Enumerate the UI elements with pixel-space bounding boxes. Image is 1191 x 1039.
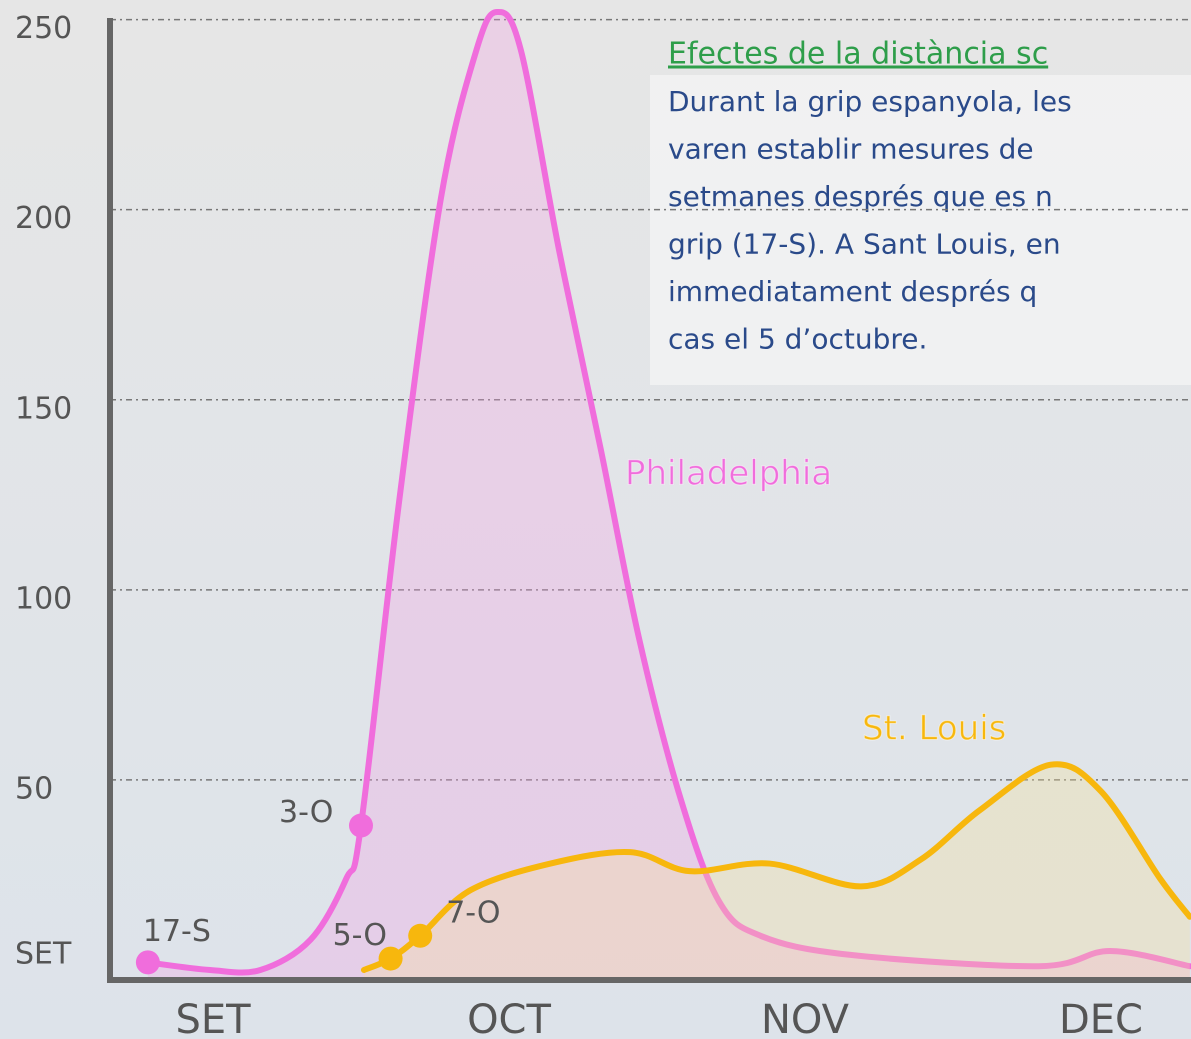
annotation-marker <box>408 923 433 948</box>
x-tick-label: NOV <box>761 997 850 1039</box>
series-area <box>363 764 1190 980</box>
y-tick-label: 150 <box>15 391 72 426</box>
y-tick-label: 200 <box>15 201 72 236</box>
x-tick-label: SET <box>175 997 251 1039</box>
annotation-label: 5-O <box>333 918 387 953</box>
annotation-label: 17-S <box>143 914 211 949</box>
text-box <box>650 75 1191 385</box>
description-line: setmanes després que es n <box>668 180 1053 213</box>
x-tick-label: OCT <box>467 997 551 1039</box>
series-area <box>147 11 1190 980</box>
series-label: St. Louis <box>862 709 1006 749</box>
annotation-marker <box>349 813 373 838</box>
annotation-label: 7-O <box>446 895 500 930</box>
description-line: Durant la grip espanyola, les <box>668 85 1072 118</box>
chart-title: Efectes de la distància sc <box>668 37 1048 72</box>
description-line: cas el 5 d’octubre. <box>668 323 927 356</box>
y-tick-label: 50 <box>15 771 53 806</box>
description-line: grip (17-S). A Sant Louis, en <box>668 228 1061 261</box>
description-line: immediatament després q <box>668 275 1037 308</box>
series-line <box>360 761 1191 973</box>
y-tick-label: 250 <box>15 11 72 46</box>
y-tick-label: 100 <box>15 581 72 616</box>
annotation-label: 3-O <box>279 795 333 830</box>
annotation-marker <box>378 946 403 971</box>
y-tick-label: SET <box>15 937 72 972</box>
x-tick-label: DEC <box>1059 997 1143 1039</box>
annotation-marker <box>135 950 160 975</box>
description-line: varen establir mesures de <box>668 133 1034 166</box>
series-line <box>144 8 1191 976</box>
series-label: Philadelphia <box>625 454 832 494</box>
